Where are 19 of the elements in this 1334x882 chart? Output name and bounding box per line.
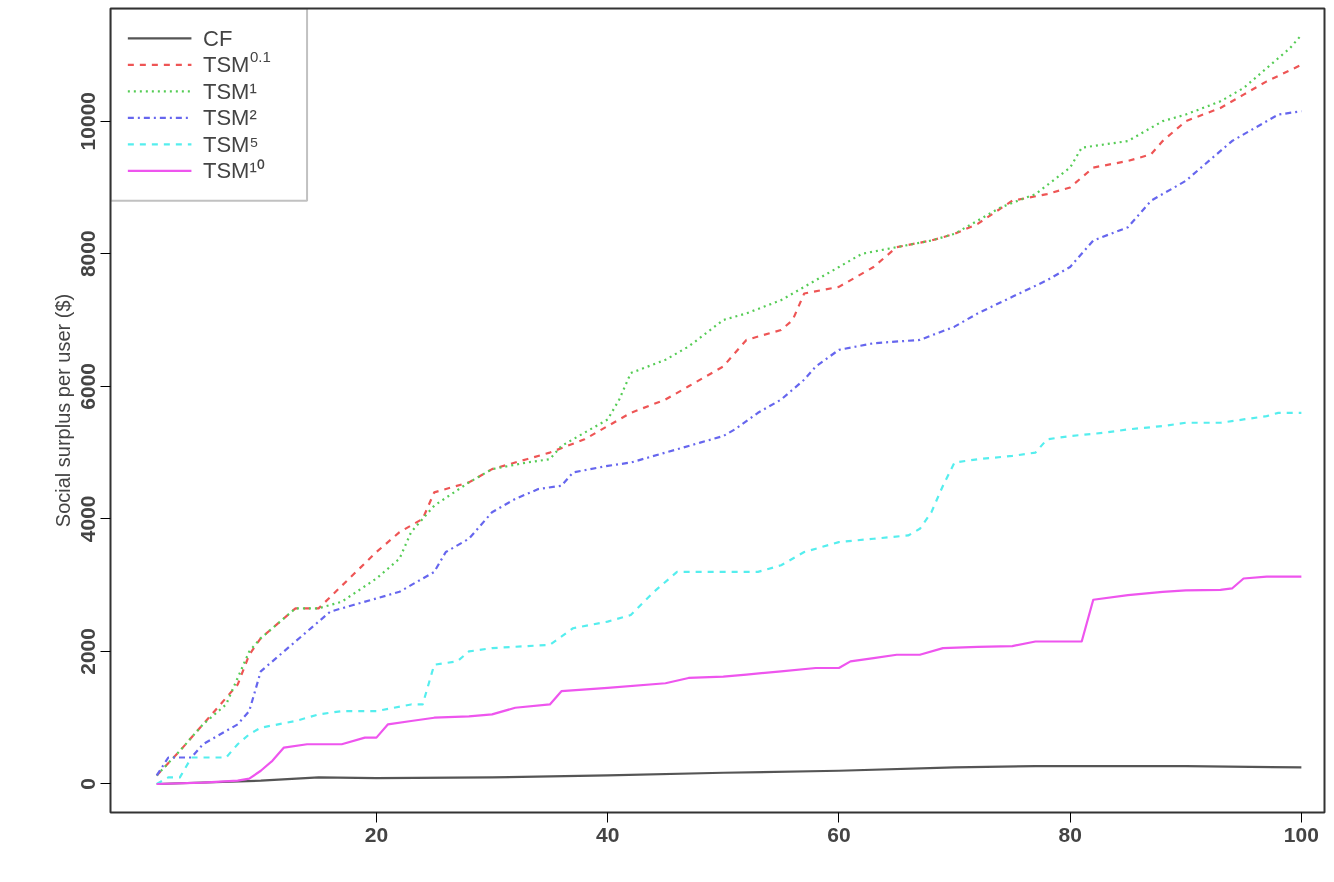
line-series [155,575,1303,786]
x-tick-label: 40 [595,822,620,846]
y-axis-title: Social surplus per user ($) [51,293,74,528]
x-tick-label: 80 [1058,822,1082,846]
legend-label: TSM¹⁰ [203,158,265,184]
y-tick-label: 6000 [76,362,100,410]
y-tick-label: 0 [76,778,100,790]
x-tick-label: 20 [364,822,389,846]
y-tick-label: 4000 [76,495,100,543]
y-tick-label: 10000 [76,91,100,151]
line-series [155,411,1303,786]
legend-label: TSM⁵ [203,131,259,157]
legend-label: TSM¹ [203,78,257,104]
legend-label: CF [203,25,233,51]
legend-label: TSM² [203,105,257,131]
x-tick-label: 60 [827,822,851,846]
x-tick-label: 100 [1283,822,1319,846]
y-tick-label: 8000 [76,230,100,278]
y-tick-label: 2000 [76,628,100,675]
